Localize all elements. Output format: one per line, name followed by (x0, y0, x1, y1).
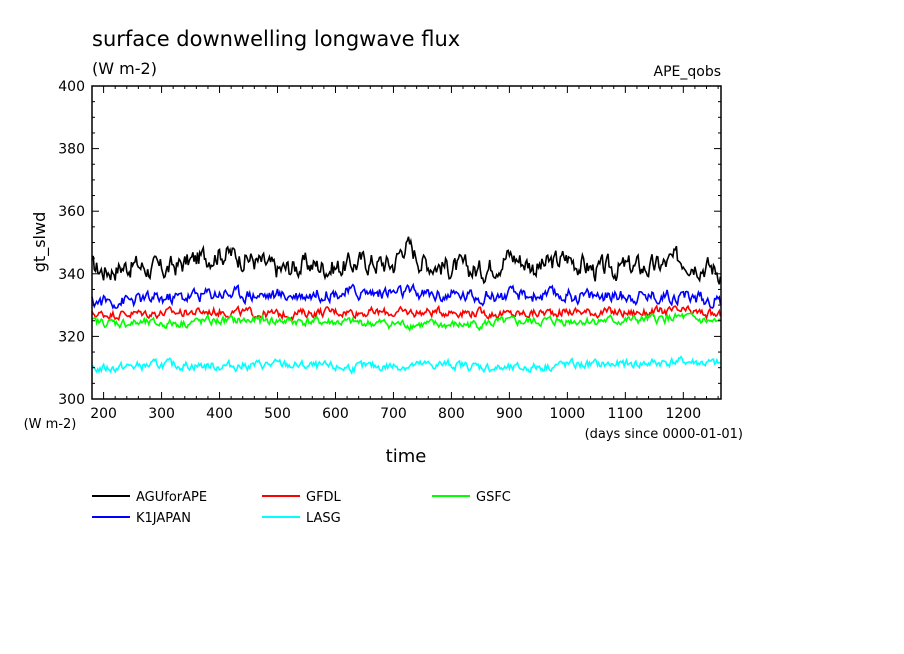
x-tick-label: 1000 (550, 406, 586, 422)
y-tick-label: 380 (58, 142, 85, 158)
x-tick-label: 400 (206, 406, 233, 422)
x-tick-label: 500 (264, 406, 291, 422)
plot-area (91, 85, 722, 400)
x-tick-label: 200 (90, 406, 117, 422)
x-axis: 200 300 400 500 600 700 800 900 1000 1100 1200 (90, 86, 719, 422)
experiment-label: APE_qobs (654, 64, 722, 80)
series-line-gfdl (91, 304, 722, 322)
legend: AGUforAPE GFDL GSFC K1JAPAN LASG (92, 490, 511, 526)
x-tick-label: 800 (438, 406, 465, 422)
chart-subtitle-unit: (W m-2) (92, 59, 157, 78)
legend-label-gsfc: GSFC (476, 490, 511, 505)
x-axis-unit: (days since 0000-01-01) (585, 427, 743, 442)
y-tick-label: 300 (58, 392, 85, 408)
series-line-gsfc (91, 311, 722, 333)
x-tick-label: 700 (380, 406, 407, 422)
series-line-lasg (91, 355, 721, 376)
x-tick-label: 1200 (665, 406, 701, 422)
y-tick-label: 320 (58, 329, 85, 345)
legend-label-aguforape: AGUforAPE (136, 490, 207, 505)
y-tick-label: 360 (58, 204, 85, 220)
x-tick-label: 300 (148, 406, 175, 422)
x-axis-label: time (386, 446, 427, 467)
series-line-k1japan (91, 282, 722, 310)
x-tick-label: 600 (322, 406, 349, 422)
series-line-aguforape (91, 236, 722, 285)
y-axis-label: gt_slwd (30, 212, 50, 272)
chart-title: surface downwelling longwave flux (92, 27, 460, 51)
legend-label-lasg: LASG (306, 511, 341, 526)
x-tick-label: 1100 (608, 406, 644, 422)
legend-label-gfdl: GFDL (306, 490, 342, 505)
x-tick-label: 900 (496, 406, 523, 422)
y-tick-label: 400 (58, 79, 85, 95)
y-axis: 300 320 340 360 380 400 (58, 79, 721, 408)
y-axis-unit: (W m-2) (24, 417, 77, 432)
y-tick-label: 340 (58, 267, 85, 283)
legend-label-k1japan: K1JAPAN (136, 511, 191, 526)
